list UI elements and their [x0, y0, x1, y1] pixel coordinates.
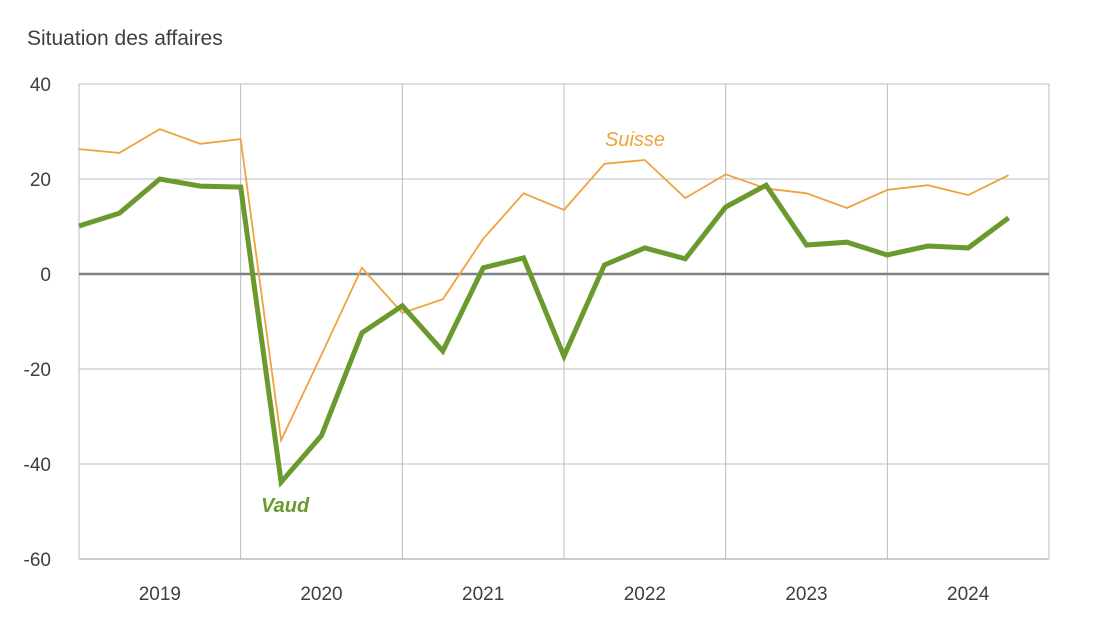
x-tick-label: 2022 — [624, 584, 666, 605]
series-label-suisse: Suisse — [605, 129, 665, 151]
x-tick-label: 2021 — [462, 584, 504, 605]
y-axis-ticks: 40 20 0 -20 -40 -60 — [24, 75, 51, 571]
series-lines — [78, 128, 1011, 488]
y-tick-label: -40 — [24, 455, 51, 476]
x-axis-ticks: 2019 2020 2021 2022 2023 2024 — [139, 584, 990, 605]
y-tick-label: -20 — [24, 360, 51, 381]
chart-title: Situation des affaires — [27, 27, 223, 50]
x-tick-label: 2024 — [947, 584, 990, 605]
series-line-suisse — [78, 128, 1009, 444]
y-tick-label: 40 — [30, 75, 51, 96]
y-tick-label: 0 — [40, 265, 51, 286]
y-tick-label: 20 — [30, 170, 51, 191]
series-label-vaud: Vaud — [261, 495, 310, 517]
x-tick-label: 2019 — [139, 584, 181, 605]
series-line-vaud — [78, 176, 1011, 488]
x-tick-label: 2020 — [300, 584, 342, 605]
y-tick-label: -60 — [24, 550, 51, 571]
x-tick-label: 2023 — [785, 584, 827, 605]
grid — [78, 83, 1050, 560]
